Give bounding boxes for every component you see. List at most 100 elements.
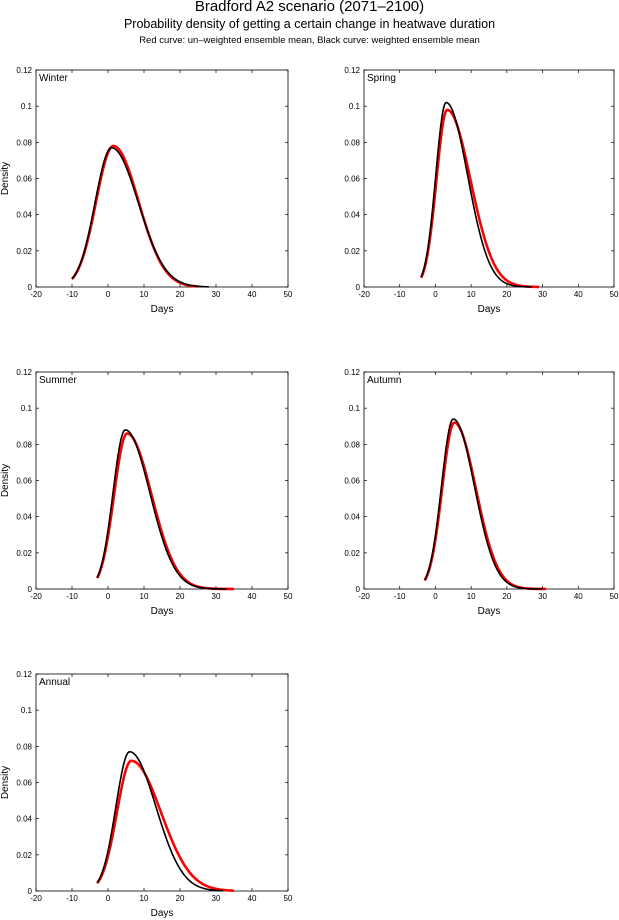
x-tick-label: 30 xyxy=(212,592,221,601)
y-tick-label: 0.1 xyxy=(21,706,33,715)
x-tick-label: 20 xyxy=(176,592,185,601)
y-axis-label: Density xyxy=(0,766,11,799)
y-tick-label: 0.08 xyxy=(16,440,32,449)
y-tick-label: 0 xyxy=(356,585,361,594)
panel-annual: -20 -10 0 10 20 30 40 50 0 0.02 0.04 0.06 0.08 0.1 0.1… xyxy=(0,670,293,919)
x-tick-label: -20 xyxy=(30,894,42,903)
x-tick-label: 20 xyxy=(502,290,511,299)
y-tick-label: 0.02 xyxy=(344,549,360,558)
x-axis-label: Days xyxy=(478,606,501,617)
y-tick-label: 0.02 xyxy=(344,247,360,256)
x-tick-label: 40 xyxy=(248,592,257,601)
y-tick-label: 0.06 xyxy=(16,175,32,184)
y-tick-label: 0.08 xyxy=(344,138,360,147)
x-tick-label: 10 xyxy=(140,290,149,299)
y-tick-label: 0.08 xyxy=(344,440,360,449)
x-tick-label: 40 xyxy=(574,592,583,601)
y-tick-label: 0.02 xyxy=(16,851,32,860)
y-tick-label: 0.06 xyxy=(16,477,32,486)
y-tick-label: 0.02 xyxy=(16,549,32,558)
y-axis-label: Density xyxy=(0,162,11,195)
x-axis-label: Days xyxy=(151,304,174,315)
unweighted-density-curve xyxy=(71,144,199,288)
x-tick-label: 0 xyxy=(433,290,438,299)
x-tick-label: 10 xyxy=(467,290,476,299)
x-tick-label: 40 xyxy=(574,290,583,299)
x-axis-label: Days xyxy=(151,606,174,617)
y-tick-label: 0.12 xyxy=(16,368,32,377)
x-tick-label: 10 xyxy=(467,592,476,601)
x-tick-label: 20 xyxy=(176,894,185,903)
x-tick-label: 50 xyxy=(284,592,293,601)
y-tick-label: 0.06 xyxy=(344,175,360,184)
unweighted-density-curve xyxy=(96,759,235,892)
x-tick-label: -20 xyxy=(358,592,370,601)
x-tick-label: 30 xyxy=(212,290,221,299)
panel-label: Summer xyxy=(39,375,77,386)
y-tick-label: 0.1 xyxy=(349,102,361,111)
x-tick-label: -20 xyxy=(358,290,370,299)
y-axis-label: Density xyxy=(0,464,11,497)
panel-summer: -20 -10 0 10 20 30 40 50 0 0.02 0.04 0.06 0.08 0.1 0.1… xyxy=(0,368,293,617)
panel-label: Autumn xyxy=(367,375,401,386)
weighted-density-curve xyxy=(96,750,224,892)
y-tick-label: 0.04 xyxy=(16,211,32,220)
panel-winter: -20 -10 0 10 20 30 40 50 0 0.02 0.04 0.06 0.08 0.1 0.1… xyxy=(0,66,293,315)
y-tick-label: 0 xyxy=(356,283,361,292)
panel-label: Annual xyxy=(39,677,70,688)
x-tick-label: 0 xyxy=(106,592,111,601)
y-tick-label: 0.12 xyxy=(16,670,32,679)
y-tick-label: 0.04 xyxy=(16,513,32,522)
x-tick-label: 0 xyxy=(106,894,111,903)
figure-title: Bradford A2 scenario (2071–2100) xyxy=(194,0,425,15)
x-tick-label: 20 xyxy=(502,592,511,601)
y-tick-label: 0 xyxy=(28,887,33,896)
panel-label: Spring xyxy=(367,73,396,84)
x-tick-label: -10 xyxy=(66,894,78,903)
x-tick-label: 30 xyxy=(538,290,547,299)
y-tick-label: 0.1 xyxy=(349,404,361,413)
x-axis-label: Days xyxy=(478,304,501,315)
y-tick-label: 0.08 xyxy=(16,742,32,751)
x-tick-label: -10 xyxy=(394,290,406,299)
x-tick-label: 10 xyxy=(140,592,149,601)
y-tick-label: 0.06 xyxy=(16,779,32,788)
plot-frame xyxy=(35,673,289,892)
x-tick-label: -10 xyxy=(394,592,406,601)
x-tick-label: 0 xyxy=(433,592,438,601)
x-tick-label: -20 xyxy=(30,290,42,299)
x-tick-label: 40 xyxy=(248,290,257,299)
figure-note: Red curve: un–weighted ensemble mean, Bl… xyxy=(139,35,480,46)
panel-spring: -20 -10 0 10 20 30 40 50 0 0.02 0.04 0.06 0.08 0.1 0.1… xyxy=(344,66,619,315)
x-tick-label: 0 xyxy=(106,290,111,299)
weighted-density-curve xyxy=(420,101,532,288)
panel-autumn: -20 -10 0 10 20 30 40 50 0 0.02 0.04 0.06 0.08 0.1 0.1… xyxy=(344,368,619,617)
x-tick-label: 50 xyxy=(284,894,293,903)
x-tick-label: 50 xyxy=(284,290,293,299)
y-tick-label: 0.04 xyxy=(344,211,360,220)
y-tick-label: 0.12 xyxy=(344,66,360,75)
plot-frame xyxy=(35,69,289,288)
y-tick-label: 0.1 xyxy=(21,404,33,413)
x-tick-label: 20 xyxy=(176,290,185,299)
y-tick-label: 0 xyxy=(28,585,33,594)
x-axis-label: Days xyxy=(151,908,174,919)
plot-frame xyxy=(363,371,615,590)
weighted-density-curve xyxy=(423,418,543,590)
y-tick-label: 0.04 xyxy=(344,513,360,522)
x-tick-label: -10 xyxy=(66,290,78,299)
unweighted-density-curve xyxy=(419,108,540,289)
y-tick-label: 0.06 xyxy=(344,477,360,486)
y-tick-label: 0 xyxy=(28,283,33,292)
x-tick-label: 50 xyxy=(610,592,619,601)
y-tick-label: 0.12 xyxy=(344,368,360,377)
x-tick-label: 30 xyxy=(538,592,547,601)
y-tick-label: 0.1 xyxy=(21,102,33,111)
weighted-density-curve xyxy=(71,146,209,288)
panel-label: Winter xyxy=(39,73,69,84)
unweighted-density-curve xyxy=(423,421,547,591)
x-tick-label: -10 xyxy=(66,592,78,601)
weighted-density-curve xyxy=(96,429,227,590)
figure-subtitle: Probability density of getting a certain… xyxy=(123,17,496,31)
y-tick-label: 0.12 xyxy=(16,66,32,75)
